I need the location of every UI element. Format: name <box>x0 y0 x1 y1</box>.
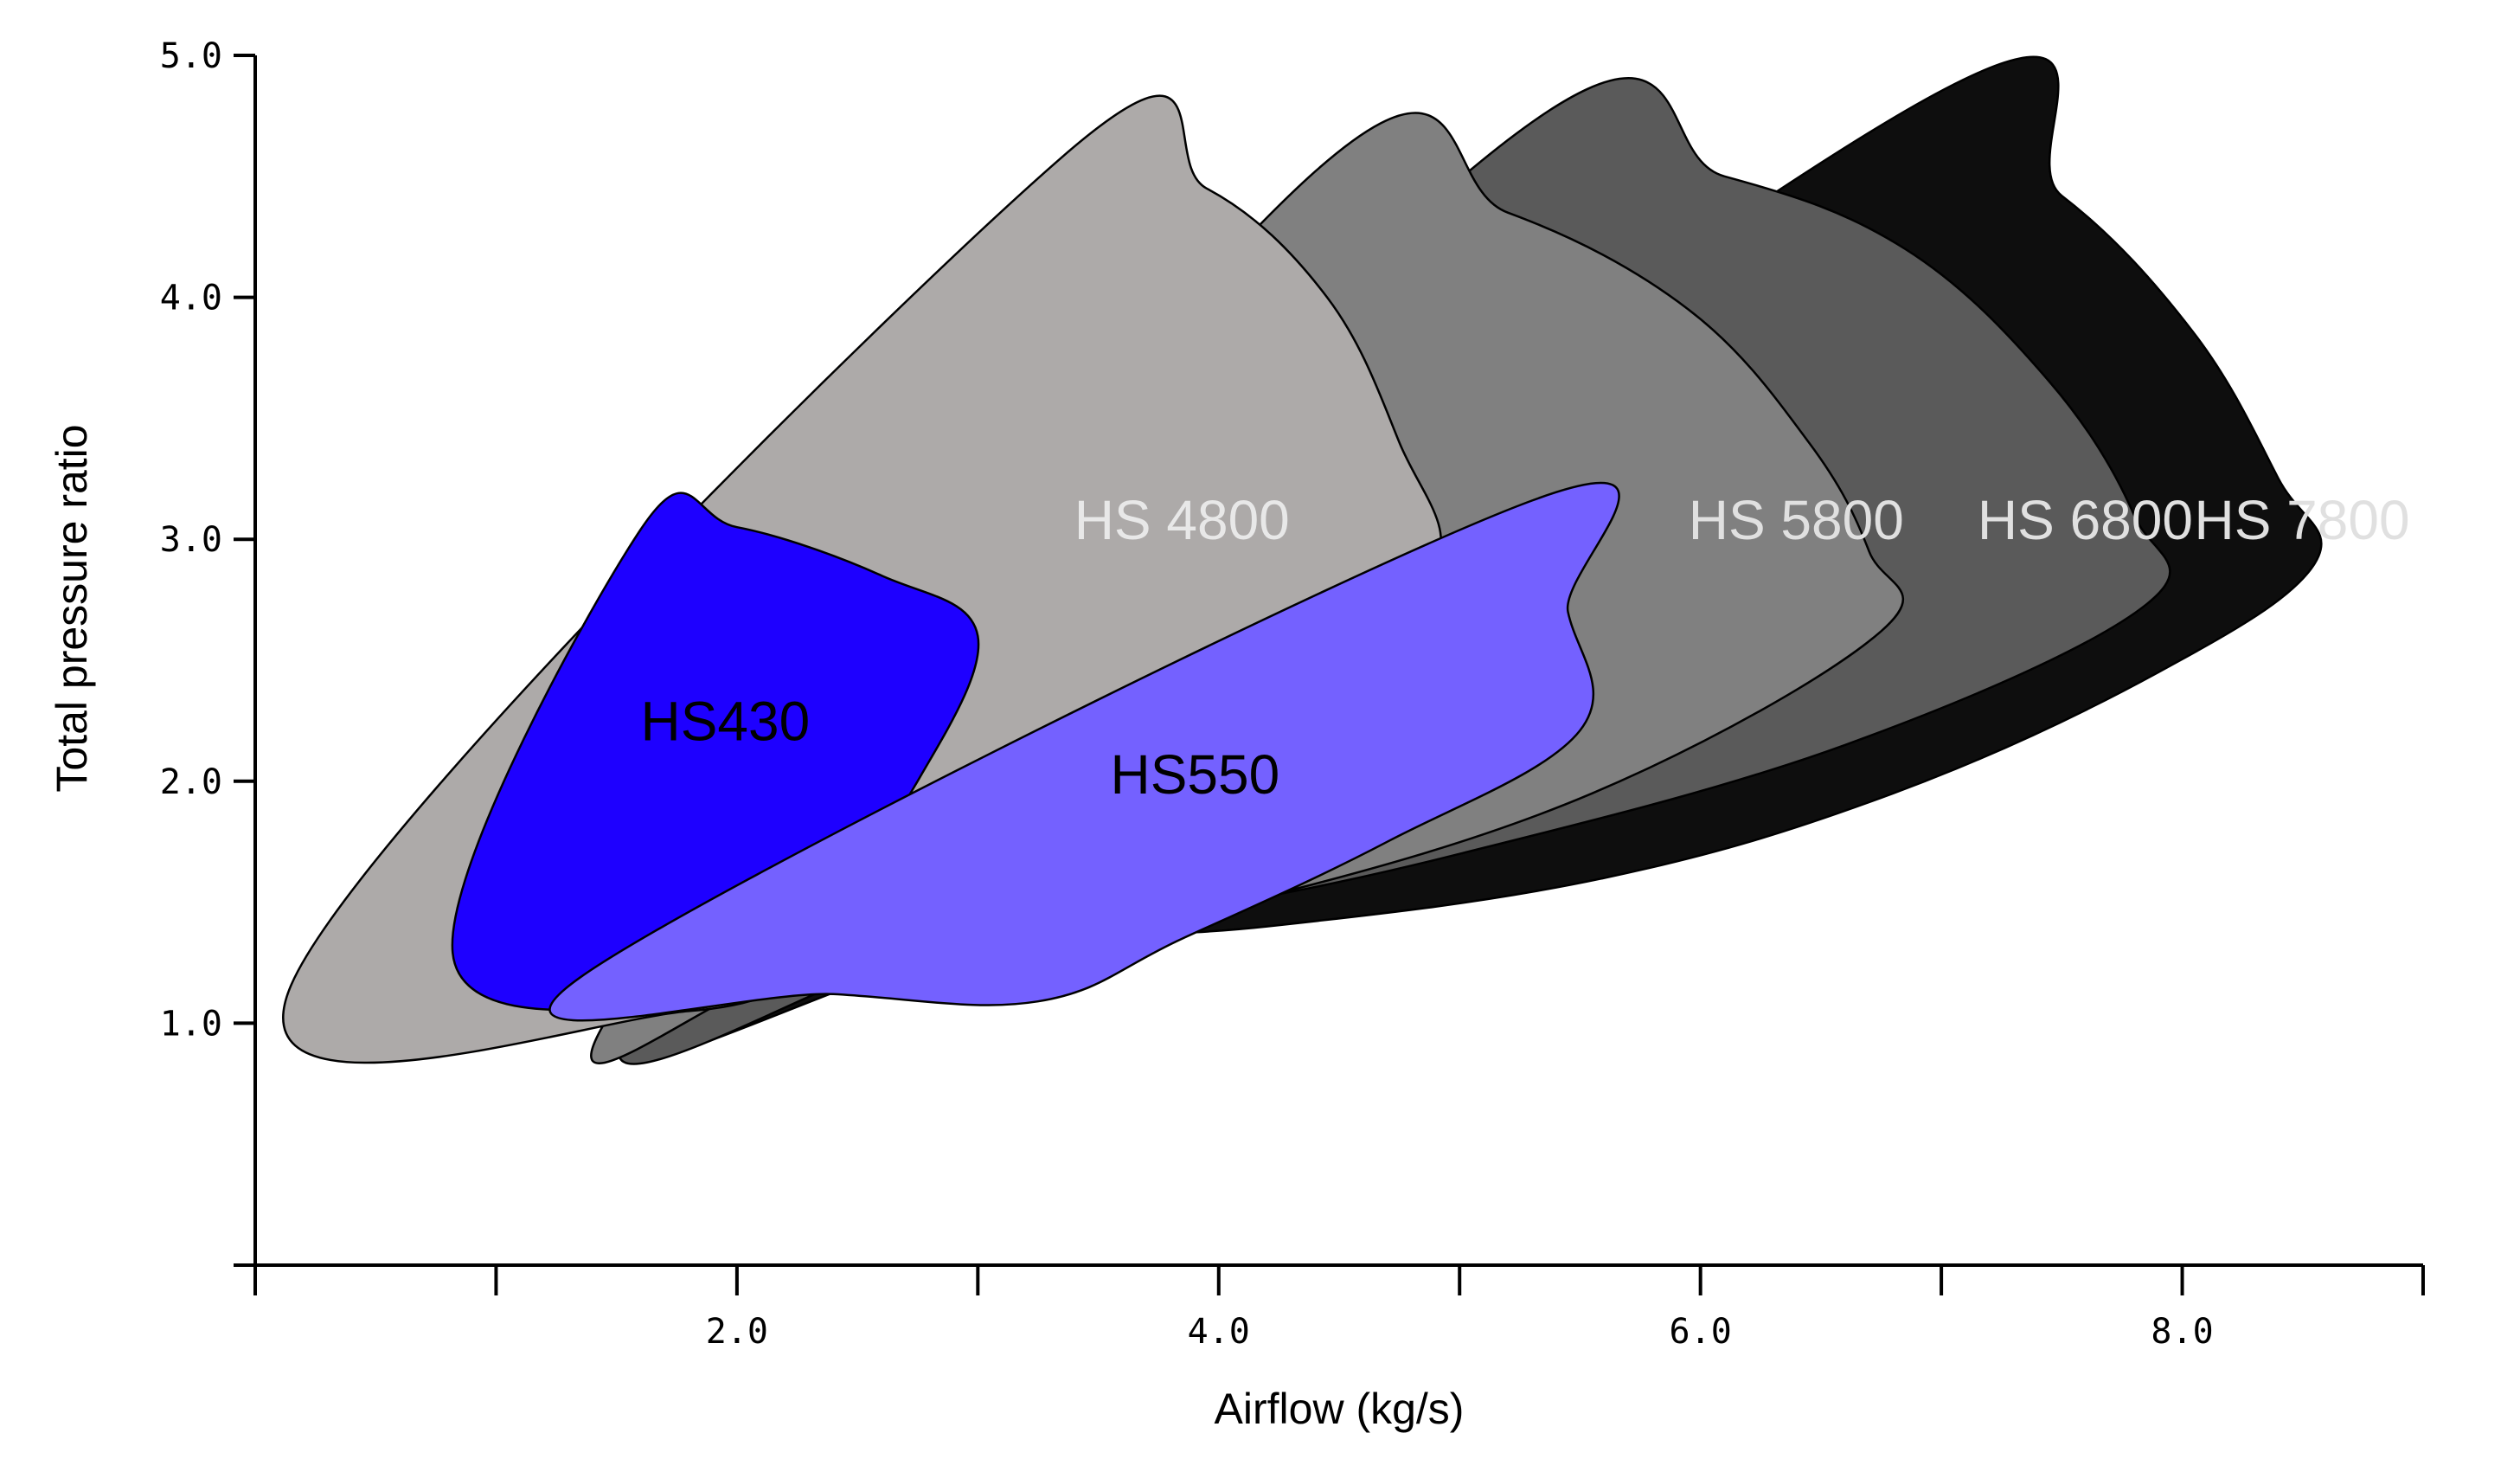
x-axis-title: Airflow (kg/s) <box>1215 1385 1465 1433</box>
region-label-hs-6800: HS 6800 <box>1978 489 2193 551</box>
x-tick-label: 8.0 <box>2151 1312 2213 1352</box>
axes: 1.0 2.0 3.0 4.0 5.0 2.0 4.0 6.0 8.0 <box>160 36 2425 1352</box>
compressor-regions <box>282 55 2323 1065</box>
y-tick-label: 3.0 <box>160 520 222 560</box>
x-tick-label: 6.0 <box>1670 1312 1732 1352</box>
region-label-hs430: HS430 <box>641 690 811 752</box>
region-label-hs-5800: HS 5800 <box>1689 489 1904 551</box>
y-tick-label: 1.0 <box>160 1004 222 1044</box>
region-hs550 <box>548 481 1620 1022</box>
x-tick-label: 4.0 <box>1188 1312 1250 1352</box>
y-tick-label: 4.0 <box>160 279 222 318</box>
x-axis-ticks: 2.0 4.0 6.0 8.0 <box>253 1265 2425 1352</box>
y-tick-label: 2.0 <box>160 762 222 802</box>
y-axis-title: Total pressure ratio <box>48 424 96 792</box>
y-axis-ticks: 1.0 2.0 3.0 4.0 5.0 <box>160 36 255 1044</box>
region-label-hs-7800: HS 7800 <box>2194 489 2409 551</box>
x-tick-label: 2.0 <box>706 1312 768 1352</box>
region-label-hs-4800: HS 4800 <box>1074 489 1290 551</box>
region-label-hs550: HS550 <box>1110 743 1279 806</box>
y-tick-label: 5.0 <box>160 36 222 76</box>
